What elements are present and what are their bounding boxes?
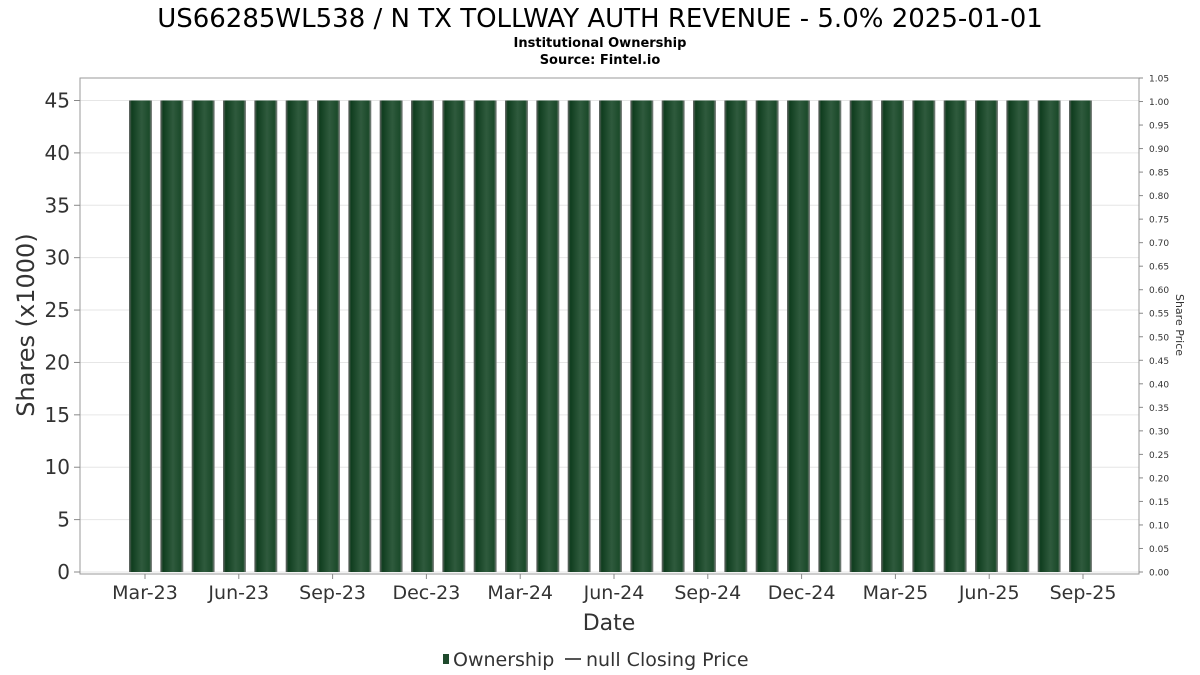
- ownership-bar: [160, 100, 184, 572]
- x-tick-label: Dec-23: [392, 582, 460, 604]
- ownership-bar: [1069, 100, 1092, 572]
- y2-tick-label: 0.70: [1149, 239, 1169, 249]
- ownership-bar: [379, 100, 403, 572]
- ownership-bar: [505, 100, 528, 572]
- y2-tick-label: 0.00: [1149, 569, 1169, 579]
- x-tick-label: Mar-24: [487, 582, 553, 604]
- y-axis-label: Shares (x1000): [12, 233, 40, 416]
- ownership-bar: [317, 100, 340, 572]
- ownership-bar: [912, 100, 936, 572]
- y2-tick-label: 0.40: [1149, 380, 1169, 390]
- legend: Ownership null Closing Price: [443, 649, 749, 671]
- chart-title: US66285WL538 / N TX TOLLWAY AUTH REVENUE…: [157, 4, 1043, 34]
- ownership-bar: [129, 100, 152, 572]
- chart-subtitle: Institutional Ownership: [514, 36, 687, 51]
- ownership-bar: [787, 100, 810, 572]
- y2-tick-label: 0.90: [1149, 145, 1169, 155]
- y2-tick-label: 0.45: [1149, 357, 1169, 367]
- x-tick-label: Jun-24: [583, 582, 645, 604]
- x-tick-label: Dec-24: [768, 582, 836, 604]
- ownership-bar: [599, 100, 622, 572]
- y2-tick-label: 0.50: [1149, 333, 1169, 343]
- x-tick-label: Sep-25: [1050, 582, 1117, 604]
- y2-tick-label: 0.85: [1149, 169, 1169, 179]
- ownership-bar: [411, 100, 434, 572]
- x-tick-label: Jun-25: [958, 582, 1020, 604]
- x-tick-label: Mar-23: [112, 582, 178, 604]
- chart-source: Source: Fintel.io: [540, 53, 661, 68]
- y2-tick-label: 0.35: [1149, 404, 1169, 414]
- ownership-bar: [630, 100, 654, 572]
- y-tick-label: 30: [45, 246, 70, 270]
- y2-tick-label: 0.05: [1149, 545, 1169, 555]
- y-tick-label: 15: [45, 403, 70, 427]
- y-tick-label: 10: [45, 455, 70, 479]
- ownership-bar: [724, 100, 748, 572]
- ownership-bar: [536, 100, 560, 572]
- ownership-bar: [285, 100, 309, 572]
- x-axis-label: Date: [583, 611, 636, 636]
- y-tick-label: 5: [57, 508, 70, 532]
- ownership-bar: [567, 100, 591, 572]
- y2-tick-label: 0.55: [1149, 310, 1169, 320]
- y-tick-label: 35: [45, 193, 70, 217]
- y-tick-label: 20: [45, 350, 70, 374]
- y2-tick-label: 0.60: [1149, 286, 1169, 296]
- ownership-bar: [254, 100, 278, 572]
- y2-tick-label: 0.25: [1149, 451, 1169, 461]
- y-tick-label: 45: [45, 89, 70, 113]
- ownership-bar: [881, 100, 904, 572]
- ownership-bar: [661, 100, 685, 572]
- ownership-bar: [943, 100, 967, 572]
- y2-tick-label: 0.15: [1149, 498, 1169, 508]
- ownership-bar: [755, 100, 779, 572]
- y2-tick-label: 0.30: [1149, 427, 1169, 437]
- ownership-bar: [191, 100, 215, 572]
- ownership-bar: [442, 100, 466, 572]
- ownership-bar: [348, 100, 372, 572]
- ownership-bar: [818, 100, 842, 572]
- x-tick-label: Mar-25: [863, 582, 929, 604]
- x-tick-label: Jun-23: [207, 582, 269, 604]
- x-tick-label: Sep-23: [299, 582, 366, 604]
- y-tick-label: 25: [45, 298, 70, 322]
- y2-tick-label: 0.95: [1149, 122, 1169, 132]
- y2-tick-label: 0.75: [1149, 216, 1169, 226]
- ownership-bar: [1037, 100, 1061, 572]
- y-tick-label: 0: [57, 560, 70, 584]
- legend-ownership-label: Ownership: [453, 649, 554, 671]
- y2-tick-label: 0.20: [1149, 474, 1169, 484]
- y2-tick-label: 0.80: [1149, 192, 1169, 202]
- ownership-bar: [975, 100, 998, 572]
- ownership-bar: [693, 100, 716, 572]
- ownership-bar: [223, 100, 246, 572]
- legend-ownership-swatch: [443, 654, 449, 664]
- ownership-bar: [849, 100, 873, 572]
- x-tick-label: Sep-24: [674, 582, 741, 604]
- y2-tick-label: 0.10: [1149, 521, 1169, 531]
- ownership-bar: [1006, 100, 1030, 572]
- y2-tick-label: 1.00: [1149, 98, 1169, 108]
- ownership-bar: [473, 100, 497, 572]
- plot-area: [79, 77, 1140, 575]
- y2-axis-label: Share Price: [1173, 294, 1186, 356]
- legend-price-label: null Closing Price: [586, 649, 749, 671]
- y2-tick-label: 1.05: [1149, 75, 1169, 85]
- y2-tick-label: 0.65: [1149, 263, 1169, 273]
- y-tick-label: 40: [45, 141, 70, 165]
